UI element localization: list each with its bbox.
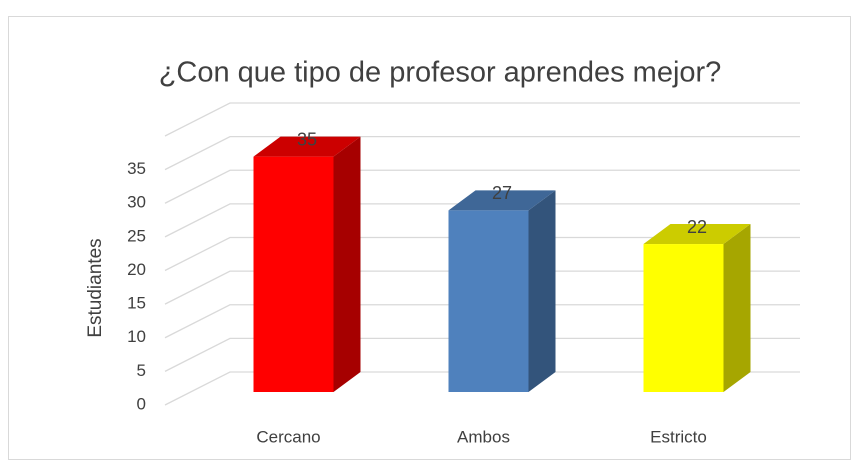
x-tick-label: Ambos: [457, 427, 510, 446]
bar-top: [253, 136, 361, 157]
y-tick-label: 25: [127, 226, 146, 245]
x-tick-label: Cercano: [256, 427, 320, 446]
grid-line: [164, 371, 800, 406]
bar: [253, 156, 334, 392]
grid-line: [164, 135, 800, 171]
x-tick-label: Estricto: [650, 427, 707, 446]
grid-line: [164, 169, 800, 204]
bar: [448, 210, 529, 392]
value-label: 27: [492, 183, 512, 203]
bar-top: [448, 190, 556, 211]
grid-line: [164, 304, 800, 339]
y-tick-label: 15: [127, 294, 146, 313]
grid-line: [164, 270, 800, 305]
grid-line: [164, 203, 800, 238]
y-axis-label: Estudiantes: [85, 238, 106, 337]
y-tick-label: 30: [127, 193, 146, 212]
value-label: 22: [687, 217, 707, 237]
grid-line: [164, 102, 800, 137]
y-tick-label: 20: [127, 260, 146, 279]
y-tick-label: 0: [137, 394, 146, 413]
value-label: 35: [297, 129, 317, 149]
grid-line: [164, 337, 800, 372]
bar-top: [643, 224, 751, 245]
y-tick-label: 35: [127, 159, 146, 178]
bar-side: [528, 190, 556, 392]
y-tick-label: 10: [127, 327, 146, 346]
bar: [643, 244, 724, 392]
y-tick-label: 5: [137, 361, 146, 380]
bar-side: [333, 136, 361, 392]
bar-side: [723, 224, 751, 392]
chart-title: ¿Con que tipo de profesor aprendes mejor…: [159, 57, 722, 89]
grid-line: [164, 236, 800, 272]
